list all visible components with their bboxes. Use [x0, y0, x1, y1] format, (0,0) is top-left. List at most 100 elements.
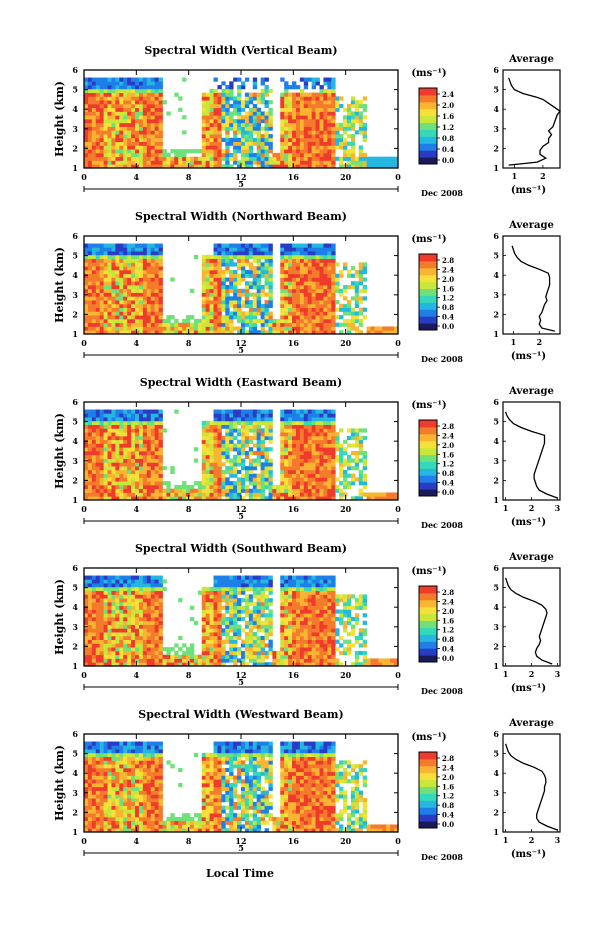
heatmap-cell — [154, 277, 159, 282]
heatmap-cell — [209, 628, 214, 633]
heatmap-cell — [299, 92, 305, 97]
heatmap-cell — [201, 100, 207, 105]
heatmap-cell — [244, 119, 250, 124]
heatmap-cell — [350, 103, 356, 109]
heatmap-cell — [123, 598, 128, 603]
heatmap-cell — [217, 92, 222, 97]
heatmap-cell — [241, 137, 246, 143]
heatmap-cell — [354, 451, 360, 456]
heatmap-cell — [142, 137, 148, 143]
heatmap-cell — [87, 575, 93, 580]
heatmap-cell — [323, 160, 328, 165]
heatmap-cell — [135, 258, 140, 263]
heatmap-cell — [268, 288, 273, 293]
heatmap-cell — [225, 145, 230, 150]
heatmap-cell — [256, 428, 262, 433]
heatmap-cell — [346, 126, 352, 131]
heatmap-cell — [103, 654, 108, 659]
heatmap-cell — [382, 160, 387, 165]
heatmap-cell — [331, 424, 336, 429]
heatmap-cell — [189, 643, 195, 648]
heatmap-cell — [213, 122, 218, 127]
average-title: Average — [508, 220, 554, 231]
heatmap-cell — [335, 488, 340, 493]
heatmap-cell — [311, 462, 316, 467]
heatmap-cell — [115, 156, 120, 161]
heatmap-cell — [307, 315, 313, 320]
heatmap-cell — [142, 266, 148, 271]
heatmap-cell — [158, 85, 163, 90]
heatmap-cell — [303, 473, 309, 478]
heatmap-cell — [307, 107, 313, 112]
heatmap-cell — [241, 100, 246, 105]
heatmap-cell — [135, 269, 140, 275]
heatmap-cell — [213, 469, 218, 475]
heatmap-cell — [201, 92, 207, 97]
heatmap-cell — [358, 469, 364, 475]
heatmap-cell — [260, 435, 265, 441]
heatmap-cell — [225, 149, 230, 154]
heatmap-cell — [135, 624, 140, 629]
heatmap-cell — [95, 307, 101, 312]
heatmap-cell — [315, 330, 320, 335]
heatmap-cell — [146, 496, 152, 501]
heatmap-cell — [213, 100, 218, 105]
heatmap-cell — [115, 137, 120, 143]
heatmap-cell — [158, 609, 163, 614]
heatmap-cell — [292, 145, 297, 150]
heatmap-cell — [303, 481, 309, 486]
heatmap-cell — [303, 413, 309, 418]
heatmap-cell — [295, 281, 301, 286]
heatmap-cell — [146, 300, 152, 305]
heatmap-cell — [103, 326, 108, 331]
heatmap-cell — [354, 330, 360, 335]
heatmap-cell — [221, 643, 226, 648]
heatmap-cell — [358, 322, 364, 327]
heatmap-cell — [335, 454, 340, 459]
heatmap-cell — [131, 473, 136, 478]
heatmap-cell — [138, 134, 144, 139]
heatmap-cell — [150, 103, 156, 109]
heatmap-cell — [280, 432, 285, 437]
heatmap-cell — [252, 115, 258, 120]
heatmap-cell — [327, 424, 332, 429]
heatmap-cell — [119, 107, 124, 112]
heatmap-cell — [288, 130, 293, 135]
heatmap-cell — [264, 126, 269, 131]
heatmap-cell — [131, 149, 136, 154]
heatmap-cell — [103, 262, 108, 267]
heatmap-cell — [343, 285, 348, 290]
heatmap-cell — [343, 107, 348, 112]
heatmap-cell — [339, 443, 344, 448]
heatmap-cell — [127, 477, 132, 482]
heatmap-cell — [311, 285, 316, 290]
heatmap-cell — [213, 435, 218, 441]
heatmap-cell — [158, 632, 163, 637]
heatmap-cell — [315, 318, 320, 324]
heatmap-cell — [295, 96, 301, 101]
heatmap-cell — [115, 254, 120, 260]
heatmap-cell — [107, 639, 112, 644]
heatmap-cell — [229, 164, 234, 169]
heatmap-cell — [311, 277, 316, 282]
heatmap-cell — [111, 420, 116, 426]
heatmap-cell — [87, 262, 93, 267]
heatmap-cell — [150, 605, 156, 610]
colorbar-segment — [419, 143, 437, 151]
heatmap-cell — [115, 409, 120, 414]
heatmap-cell — [162, 322, 167, 327]
heatmap-cell — [252, 160, 258, 165]
heatmap-cell — [272, 330, 277, 335]
heatmap-cell — [237, 122, 242, 127]
heatmap-cell — [229, 443, 234, 448]
heatmap-cell — [99, 496, 105, 501]
heatmap-cell — [299, 424, 305, 429]
heatmap-cell — [209, 601, 214, 607]
heatmap-cell — [213, 145, 218, 150]
colorbar-segment — [419, 468, 437, 476]
heatmap-cell — [127, 473, 132, 478]
heatmap-cell — [268, 258, 273, 263]
heatmap-cell — [99, 469, 105, 475]
heatmap-cell — [103, 590, 108, 595]
panel-title: Spectral Width (Northward Beam) — [135, 210, 347, 223]
